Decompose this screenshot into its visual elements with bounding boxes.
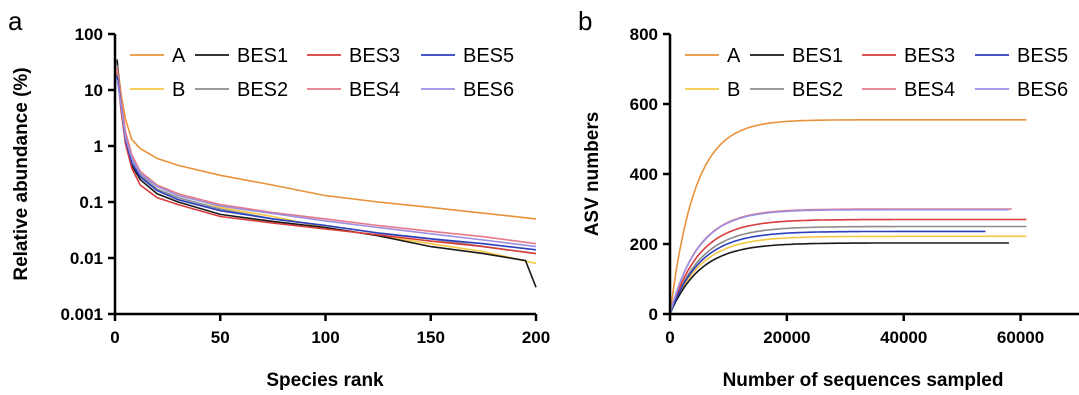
y-tick-label: 600 (630, 95, 658, 114)
y-tick-label: 800 (630, 25, 658, 44)
panel-b-legend: A BES1 BES3 BES5 B BES2 BES4 BES6 (685, 45, 1068, 101)
x-tick-label: 60000 (997, 328, 1044, 347)
panel-a-y-ticks: 0.001 0.01 0.1 1 10 100 (60, 25, 115, 324)
legend-label-bes3: BES3 (904, 45, 955, 67)
y-tick-label: 0 (649, 305, 658, 324)
x-tick-label: 0 (665, 328, 674, 347)
legend-label-bes1: BES1 (237, 45, 288, 67)
legend-label-bes2: BES2 (792, 79, 843, 101)
series-line-a-a (116, 63, 537, 220)
series-line-a-bes3 (116, 73, 537, 255)
legend-label-a: A (727, 45, 741, 67)
series-line-b-b (669, 235, 1027, 315)
panel-b-label: b (578, 6, 592, 36)
x-tick-label: 200 (522, 328, 550, 347)
x-tick-label: 100 (311, 328, 339, 347)
panel-b: b 0 200 400 600 800 0 20000 40000 60000 ASV num… (578, 6, 1079, 391)
x-tick-label: 40000 (880, 328, 927, 347)
panel-b-x-ticks: 0 20000 40000 60000 (665, 314, 1044, 347)
series-line-b-bes4 (669, 208, 1012, 315)
legend-label-bes4: BES4 (904, 79, 955, 101)
y-tick-label: 100 (75, 25, 103, 44)
series-line-b-bes5 (669, 230, 986, 315)
x-tick-label: 50 (211, 328, 230, 347)
legend-label-bes6: BES6 (463, 79, 514, 101)
series-line-b-bes2 (669, 225, 1027, 315)
x-tick-label: 20000 (763, 328, 810, 347)
y-tick-label: 0.1 (79, 193, 103, 212)
panel-a: a 0.001 0.01 0.1 1 10 100 0 50 100 150 200 Relati… (8, 6, 550, 391)
y-tick-label: 0.001 (60, 305, 103, 324)
legend-label-b: B (172, 79, 185, 101)
panel-b-y-axis-label: ASV numbers (582, 112, 603, 237)
y-tick-label: 1 (94, 137, 103, 156)
y-tick-label: 0.01 (70, 249, 103, 268)
panel-a-series (116, 59, 537, 288)
panel-b-x-axis-label: Number of sequences sampled (723, 370, 1004, 390)
y-tick-label: 400 (630, 165, 658, 184)
series-line-a-bes4 (116, 67, 537, 245)
series-line-b-bes3 (669, 218, 1027, 315)
series-line-b-bes6 (669, 208, 1009, 315)
x-tick-label: 0 (110, 328, 119, 347)
legend-label-bes2: BES2 (237, 79, 288, 101)
legend-label-bes4: BES4 (349, 79, 400, 101)
legend-label-bes5: BES5 (1017, 45, 1068, 67)
x-tick-label: 150 (417, 328, 445, 347)
panel-a-x-axis-label: Species rank (266, 370, 384, 390)
legend-label-a: A (172, 45, 186, 67)
legend-label-bes3: BES3 (349, 45, 400, 67)
legend-label-bes6: BES6 (1017, 79, 1068, 101)
series-line-a-bes5 (116, 75, 537, 251)
legend-label-bes5: BES5 (463, 45, 514, 67)
y-tick-label: 10 (84, 81, 103, 100)
y-tick-label: 200 (630, 235, 658, 254)
legend-label-bes1: BES1 (792, 45, 843, 67)
panel-a-label: a (8, 6, 23, 36)
panel-b-series (669, 119, 1027, 315)
panel-a-x-ticks: 0 50 100 150 200 (110, 314, 550, 347)
series-line-b-bes1 (669, 242, 1009, 315)
series-line-a-bes6 (116, 79, 537, 248)
panel-a-legend: A BES1 BES3 BES5 B BES2 BES4 BES6 (130, 45, 514, 101)
panel-b-y-ticks: 0 200 400 600 800 (630, 25, 670, 324)
legend-label-b: B (727, 79, 740, 101)
panel-a-y-axis-label: Relative abundance (%) (11, 67, 32, 280)
series-line-b-a (669, 119, 1027, 315)
